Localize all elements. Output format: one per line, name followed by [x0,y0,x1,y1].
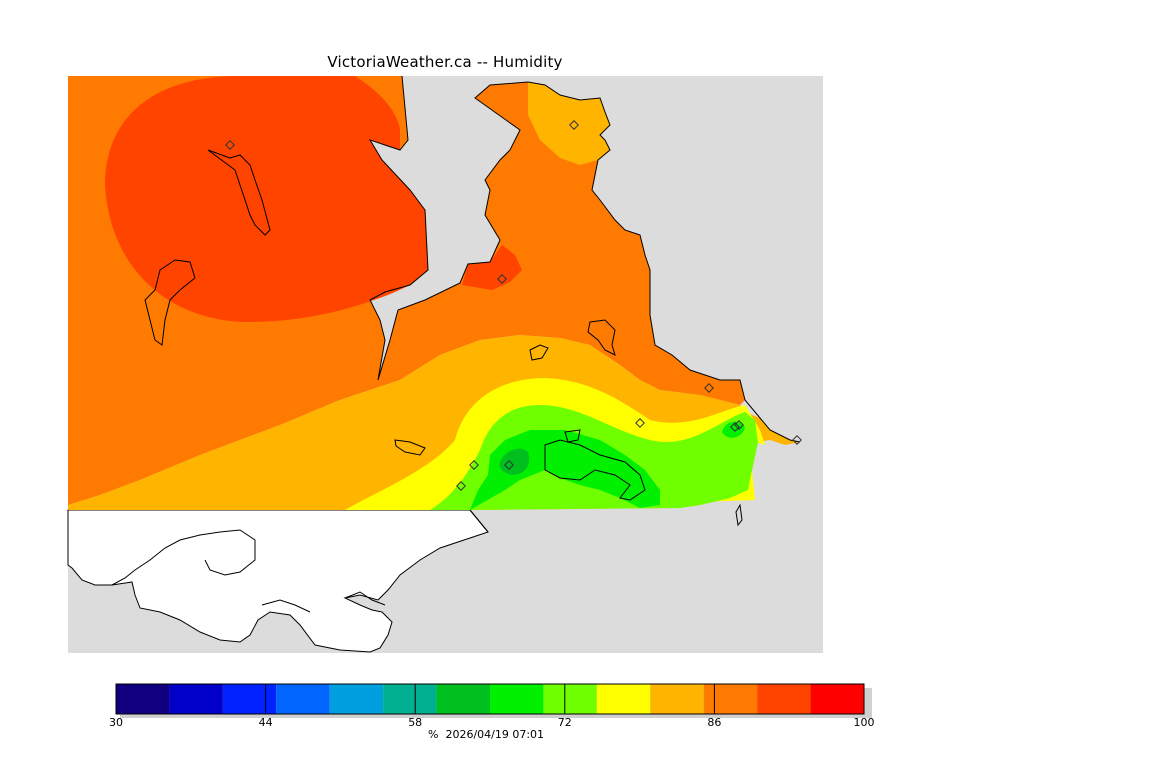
station-marker [704,383,714,393]
station-marker [734,420,744,430]
legend-bin-0 [116,684,170,714]
station-marker [792,435,802,445]
legend-tick-label: 44 [258,716,273,729]
legend-bin-11 [703,684,758,714]
station-marker [497,274,507,284]
station-markers [225,120,802,491]
legend-tick-label: 86 [707,716,722,729]
map-title: VictoriaWeather.ca -- Humidity [327,53,563,71]
legend-bin-6 [436,684,490,714]
outside-domain-region [67,509,489,653]
legend-bin-3 [276,684,330,714]
legend-caption: % 2026/04/19 07:01 [428,728,545,741]
legend-bin-10 [650,684,704,714]
us-coastlines [111,529,386,613]
legend-bin-4 [329,684,384,714]
legend-tick-label: 30 [109,716,123,729]
legend-bin-8 [543,684,597,714]
legend-bin-7 [490,684,544,714]
station-marker [469,460,479,470]
legend-bin-2 [222,684,277,714]
legend-bin-13 [810,684,864,714]
legend-ticks [265,684,715,714]
humidity-zone-80-85-b [528,82,610,165]
legend-tick-label: 100 [853,716,875,729]
legend-bin-5 [383,684,437,714]
legend-tick-label: 58 [408,716,423,729]
station-marker [730,422,740,432]
legend-bin-1 [169,684,223,714]
legend-bins [115,683,865,715]
humidity-zone-90-95-b [462,245,522,290]
station-marker [569,120,579,130]
station-marker [504,460,514,470]
station-marker [635,418,645,428]
station-marker [225,140,235,150]
humidity-zone-60-65 [499,448,530,475]
legend-bin-9 [596,684,651,714]
station-marker [456,481,466,491]
coastlines [144,75,801,533]
legend-tick-label: 72 [557,716,572,729]
humidity-zone-90-95 [105,76,428,322]
legend-bin-12 [757,684,811,714]
legend-frame [115,683,865,715]
